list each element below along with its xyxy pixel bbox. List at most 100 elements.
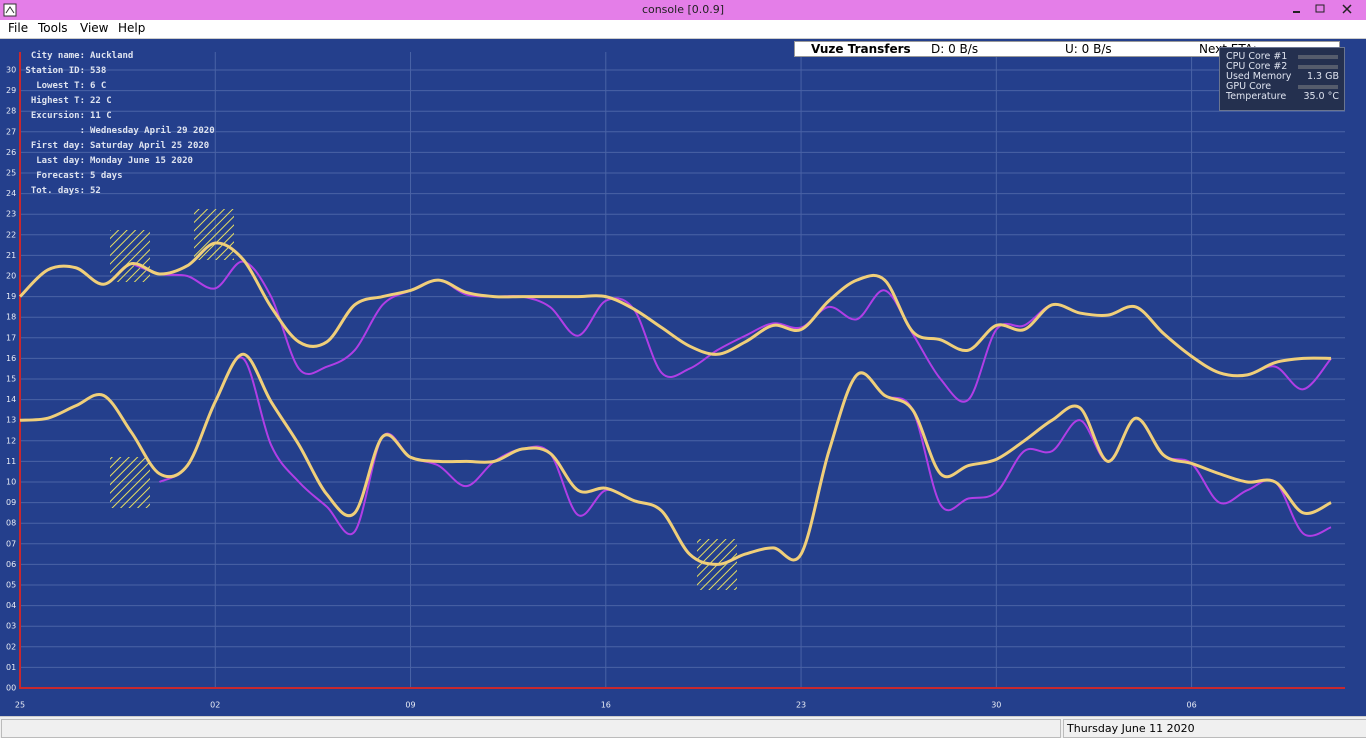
y-tick-label: 02 bbox=[6, 642, 16, 651]
info-value: 52 bbox=[90, 186, 101, 196]
y-tick-label: 26 bbox=[6, 148, 16, 157]
info-value: 538 bbox=[90, 66, 107, 76]
y-tick-label: 11 bbox=[6, 457, 16, 466]
info-row: City name: Auckland bbox=[25, 51, 215, 66]
info-value: Monday June 15 2020 bbox=[90, 156, 193, 166]
x-tick-label: 23 bbox=[796, 701, 806, 710]
info-label: Forecast: bbox=[36, 171, 85, 181]
vuze-bar: Vuze Transfers D: 0 B/s U: 0 B/s Next ET… bbox=[794, 41, 1340, 57]
info-row: First day: Saturday April 25 2020 bbox=[25, 141, 215, 156]
info-label: Excursion: bbox=[30, 111, 85, 121]
system-monitor: CPU Core #1 CPU Core #2 Used Memory 1.3 GB G… bbox=[1219, 47, 1345, 111]
info-row: Excursion: 11 C bbox=[25, 111, 215, 126]
y-tick-label: 01 bbox=[6, 663, 16, 672]
y-tick-label: 29 bbox=[6, 86, 16, 95]
y-tick-label: 06 bbox=[6, 560, 16, 569]
y-tick-label: 03 bbox=[6, 622, 16, 631]
series-line bbox=[18, 241, 1332, 378]
monitor-bar bbox=[1298, 65, 1338, 69]
x-tick-label: 02 bbox=[210, 701, 220, 710]
info-label: Station ID: bbox=[25, 66, 85, 76]
info-label: Highest T: bbox=[30, 96, 85, 106]
y-tick-label: 04 bbox=[6, 601, 16, 610]
y-tick-label: 24 bbox=[6, 189, 16, 198]
info-value: 11 C bbox=[90, 111, 112, 121]
info-row: Last day: Monday June 15 2020 bbox=[25, 156, 215, 171]
monitor-bar bbox=[1298, 85, 1338, 89]
menu-item[interactable]: View bbox=[80, 21, 109, 35]
y-tick-label: 10 bbox=[6, 478, 16, 487]
info-label: : bbox=[79, 126, 85, 136]
y-tick-label: 05 bbox=[6, 581, 16, 590]
app-icon bbox=[3, 3, 17, 17]
y-tick-label: 14 bbox=[6, 395, 16, 404]
window-title: console [0.0.9] bbox=[641, 3, 725, 16]
info-row: : Wednesday April 29 2020 bbox=[25, 126, 215, 141]
y-tick-label: 17 bbox=[6, 333, 16, 342]
y-tick-label: 12 bbox=[6, 436, 16, 445]
info-row: Lowest T: 6 C bbox=[25, 81, 215, 96]
menu-item[interactable]: File bbox=[8, 21, 29, 35]
highlight-box bbox=[110, 457, 150, 508]
vuze-upload: U: 0 B/s bbox=[1065, 42, 1112, 56]
status-bar: Thursday June 11 2020 bbox=[0, 716, 1366, 738]
series-line bbox=[19, 352, 1332, 566]
x-tick-label: 09 bbox=[405, 701, 415, 710]
info-row: Forecast: 5 days bbox=[25, 171, 215, 186]
monitor-row: Used Memory 1.3 GB bbox=[1220, 72, 1344, 82]
monitor-row: Temperature 35.0 °C bbox=[1220, 92, 1344, 102]
info-row: Tot. days: 52 bbox=[25, 186, 215, 201]
x-tick-label: 30 bbox=[991, 701, 1001, 710]
monitor-row: CPU Core #2 bbox=[1220, 62, 1344, 72]
info-value: Wednesday April 29 2020 bbox=[90, 126, 215, 136]
y-tick-label: 27 bbox=[6, 127, 16, 136]
menu-item[interactable]: Help bbox=[118, 21, 146, 35]
y-tick-label: 23 bbox=[6, 210, 16, 219]
x-tick-label: 25 bbox=[15, 701, 25, 710]
x-tick-label: 16 bbox=[601, 701, 611, 710]
monitor-label: GPU Core bbox=[1226, 81, 1272, 92]
y-tick-label: 00 bbox=[6, 684, 16, 693]
info-label: Tot. days: bbox=[30, 186, 85, 196]
y-tick-label: 30 bbox=[6, 66, 16, 75]
vuze-download: D: 0 B/s bbox=[931, 42, 979, 56]
y-tick-label: 19 bbox=[6, 292, 16, 301]
y-tick-label: 18 bbox=[6, 313, 16, 322]
info-value: Auckland bbox=[90, 51, 134, 61]
monitor-value: 1.3 GB bbox=[1306, 71, 1339, 82]
monitor-label: CPU Core #1 bbox=[1226, 51, 1288, 62]
info-value: Saturday April 25 2020 bbox=[90, 141, 210, 151]
info-label: City name: bbox=[30, 51, 85, 61]
info-label: Last day: bbox=[36, 156, 85, 166]
info-value: 6 C bbox=[90, 81, 107, 91]
monitor-label: Temperature bbox=[1226, 91, 1287, 102]
x-tick-label: 06 bbox=[1186, 701, 1196, 710]
y-tick-label: 20 bbox=[6, 272, 16, 281]
status-section bbox=[1, 719, 1061, 738]
y-tick-label: 16 bbox=[6, 354, 16, 363]
window-controls[interactable] bbox=[1288, 2, 1358, 18]
info-panel: City name: Auckland Station ID: 538 Lowest T… bbox=[25, 51, 215, 201]
status-date: Thursday June 11 2020 bbox=[1063, 719, 1366, 738]
info-label: Lowest T: bbox=[36, 81, 85, 91]
y-tick-label: 09 bbox=[6, 498, 16, 507]
menu-bar: File Tools View Help Vuze Transfers D: 0… bbox=[0, 20, 1366, 57]
y-tick-label: 07 bbox=[6, 539, 16, 548]
monitor-row: GPU Core bbox=[1220, 82, 1344, 92]
monitor-value: 35.0 °C bbox=[1303, 91, 1339, 102]
monitor-row: CPU Core #1 bbox=[1220, 52, 1344, 62]
info-row: Highest T: 22 C bbox=[25, 96, 215, 111]
info-label: First day: bbox=[30, 141, 85, 151]
info-value: 5 days bbox=[90, 171, 123, 181]
monitor-bar bbox=[1298, 55, 1338, 59]
info-row: Station ID: 538 bbox=[25, 66, 215, 81]
y-tick-label: 21 bbox=[6, 251, 16, 260]
menu-item[interactable]: Tools bbox=[38, 21, 68, 35]
title-bar: console [0.0.9] bbox=[0, 0, 1366, 20]
y-tick-label: 08 bbox=[6, 519, 16, 528]
vuze-title: Vuze Transfers bbox=[811, 42, 911, 56]
monitor-label: Used Memory bbox=[1226, 71, 1292, 82]
info-value: 22 C bbox=[90, 96, 112, 106]
